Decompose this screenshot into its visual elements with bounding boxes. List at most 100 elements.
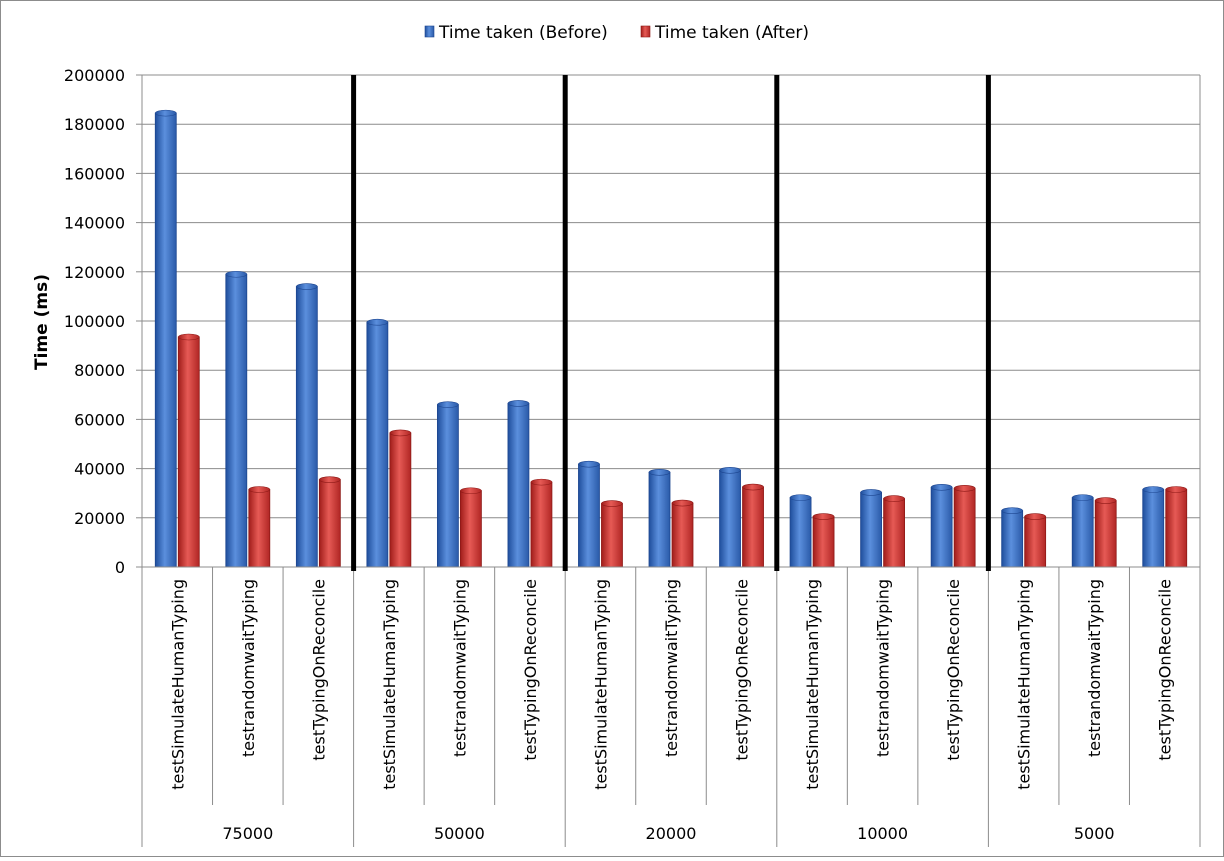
gridlines [142,74,1201,567]
bar-cap-before [296,283,318,290]
bar-cap-before [860,489,882,496]
y-tick-label: 100000 [64,312,125,331]
bar-before [719,469,741,568]
bar-before [1142,489,1165,568]
bar-before [154,112,177,568]
bar-after [177,336,200,568]
bar-after [601,503,623,568]
category-label: testrandomwaitTyping [450,579,469,757]
bar-before [225,273,248,568]
bar-cap-after [953,484,976,492]
category-label: testrandomwaitTyping [239,579,258,757]
bar-after [389,432,412,568]
bar-cap-before [154,109,177,117]
bar-cap-after [1165,486,1188,493]
bar-after [671,502,694,568]
y-axis-title: Time (ms) [32,274,52,370]
bar-cap-after [1094,497,1117,504]
bar-before [578,463,600,568]
group-label: 10000 [857,824,908,843]
y-tick-label: 80000 [74,361,125,380]
category-label: testSimulateHumanTyping [1015,579,1034,790]
bar-cap-after [1024,513,1046,520]
y-tick-label: 180000 [64,115,125,134]
group-label: 20000 [646,824,697,843]
bar-cap-after [671,499,694,507]
group-label: 75000 [222,824,273,843]
legend-swatch-before [424,25,435,38]
bar-after [248,489,271,568]
bar-after [742,486,764,568]
group-label: 5000 [1074,824,1115,843]
bar-cap-after [530,478,553,486]
bar-after [318,479,341,568]
bar-before [789,497,812,568]
category-label: testSimulateHumanTyping [380,579,399,790]
bar-cap-after [248,486,271,493]
bar-before [436,404,459,568]
legend-label-before: Time taken (Before) [438,23,608,43]
category-label: testTypingOnReconcile [733,579,752,761]
bar-cap-after [389,429,412,437]
bar-before [366,321,389,568]
bars [154,109,1188,568]
category-label: testSimulateHumanTyping [168,579,187,790]
bar-cap-before [578,460,600,468]
bar-after [953,487,976,568]
category-label: testrandomwaitTyping [1085,579,1104,757]
bar-before [860,492,882,568]
category-label: testrandomwaitTyping [662,579,681,757]
bar-after [883,498,905,568]
bar-after [459,490,482,568]
bar-after [1024,516,1047,568]
labels: 0 20000 40000 60000 80000 100000 120000 140000 1… [64,66,1175,843]
bar-before [648,471,671,568]
legend-label-after: Time taken (After) [654,23,809,43]
bar-cap-before [507,400,530,407]
bar-cap-before [366,318,389,326]
bar-cap-before [930,483,953,491]
bar-after [1165,489,1188,568]
bar-cap-before [1142,486,1165,493]
y-tick-label: 0 [115,558,125,577]
y-tick-label: 40000 [74,460,125,479]
y-tick-label: 160000 [64,164,125,183]
bar-cap-before [648,468,671,476]
bar-before [295,286,318,568]
legend: Time taken (Before) Time taken (After) [424,23,809,43]
bar-after [530,481,553,568]
bar-cap-after [177,333,200,341]
category-label: testSimulateHumanTyping [591,579,610,790]
bar-cap-before [1071,494,1094,501]
bar-cap-after [601,500,623,507]
y-tick-label: 120000 [64,263,125,282]
category-label: testTypingOnReconcile [944,579,963,761]
category-label: testrandomwaitTyping [874,579,893,757]
bar-after [1094,500,1117,568]
bar-cap-before [789,494,812,501]
axes [136,74,1201,847]
bar-before [1071,497,1094,568]
bar-before [507,403,530,568]
bar-cap-before [1001,507,1023,514]
bar-cap-after [883,495,905,502]
bar-cap-before [719,467,741,474]
bar-before [1001,510,1024,568]
legend-swatch-after [640,25,651,38]
y-tick-label: 20000 [74,509,125,528]
bar-cap-after [319,476,341,483]
category-label: testTypingOnReconcile [1156,579,1175,761]
bar-cap-after [812,513,835,520]
group-label: 50000 [434,824,485,843]
bar-cap-before [225,270,248,278]
y-tick-label: 200000 [64,66,125,85]
y-tick-label: 60000 [74,410,125,429]
category-label: testTypingOnReconcile [521,579,540,761]
bar-after [812,516,835,568]
bar-before [930,486,953,568]
bar-cap-after [460,487,482,495]
category-label: testSimulateHumanTyping [803,579,822,790]
y-tick-label: 140000 [64,214,125,233]
